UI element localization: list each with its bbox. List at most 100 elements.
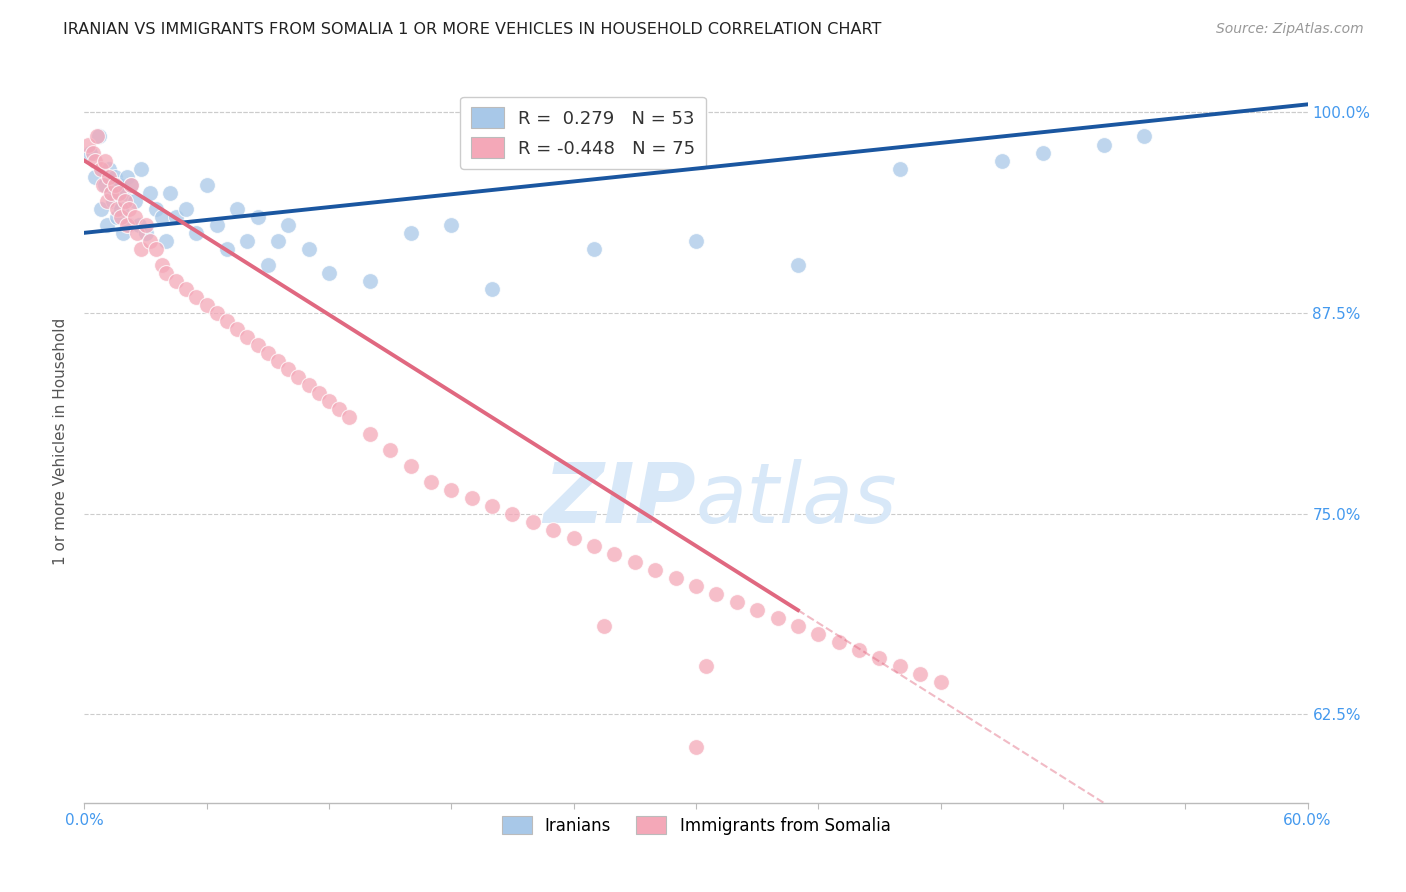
Point — [135, 226, 157, 240]
Point — [318, 266, 340, 280]
Point — [991, 153, 1014, 168]
Point — [440, 218, 463, 232]
Point — [380, 442, 402, 457]
Point — [685, 579, 707, 593]
Point — [440, 483, 463, 497]
Point — [502, 507, 524, 521]
Point — [481, 499, 503, 513]
Point — [128, 218, 150, 232]
Point — [104, 178, 127, 192]
Point — [277, 362, 299, 376]
Point — [100, 186, 122, 200]
Point — [93, 178, 115, 192]
Point — [1032, 145, 1054, 160]
Point — [399, 458, 422, 473]
Point — [399, 226, 422, 240]
Point — [246, 210, 269, 224]
Point — [90, 161, 112, 176]
Point — [93, 153, 115, 168]
Point — [226, 202, 249, 216]
Y-axis label: 1 or more Vehicles in Household: 1 or more Vehicles in Household — [53, 318, 69, 566]
Text: atlas: atlas — [696, 458, 897, 540]
Point — [725, 595, 748, 609]
Point — [108, 178, 131, 192]
Point — [267, 234, 290, 248]
Point — [120, 178, 142, 192]
Point — [83, 169, 105, 184]
Point — [105, 202, 128, 216]
Point — [195, 298, 218, 312]
Point — [257, 346, 280, 360]
Point — [287, 370, 309, 384]
Point — [236, 234, 259, 248]
Point — [145, 202, 167, 216]
Point — [807, 627, 830, 641]
Point — [562, 531, 585, 545]
Point — [328, 402, 350, 417]
Point — [828, 635, 851, 649]
Point — [267, 354, 290, 368]
Point — [118, 218, 141, 232]
Point — [165, 274, 187, 288]
Point — [82, 145, 104, 160]
Point — [115, 169, 138, 184]
Point — [339, 410, 361, 425]
Point — [131, 242, 153, 256]
Point — [150, 258, 173, 272]
Point — [86, 129, 108, 144]
Point — [114, 186, 136, 200]
Point — [135, 218, 157, 232]
Point — [766, 611, 789, 625]
Point — [97, 161, 120, 176]
Point — [217, 242, 239, 256]
Point — [87, 129, 110, 144]
Text: ZIP: ZIP — [543, 458, 696, 540]
Point — [420, 475, 443, 489]
Point — [277, 218, 299, 232]
Point — [522, 515, 544, 529]
Point — [112, 226, 135, 240]
Point — [359, 426, 381, 441]
Point — [246, 338, 269, 352]
Point — [77, 137, 100, 152]
Point — [124, 194, 146, 208]
Point — [114, 194, 136, 208]
Point — [318, 394, 340, 409]
Point — [174, 282, 197, 296]
Point — [186, 290, 208, 304]
Point — [96, 194, 118, 208]
Point — [644, 563, 666, 577]
Point — [155, 234, 177, 248]
Point — [127, 226, 149, 240]
Text: IRANIAN VS IMMIGRANTS FROM SOMALIA 1 OR MORE VEHICLES IN HOUSEHOLD CORRELATION C: IRANIAN VS IMMIGRANTS FROM SOMALIA 1 OR … — [63, 22, 882, 37]
Point — [624, 555, 647, 569]
Point — [593, 619, 616, 633]
Point — [889, 659, 911, 673]
Point — [195, 178, 218, 192]
Point — [747, 603, 769, 617]
Point — [91, 178, 114, 192]
Point — [115, 218, 138, 232]
Point — [90, 202, 112, 216]
Point — [104, 169, 127, 184]
Point — [298, 242, 321, 256]
Point — [583, 539, 606, 553]
Point — [1092, 137, 1115, 152]
Point — [120, 178, 142, 192]
Point — [150, 210, 173, 224]
Point — [186, 226, 208, 240]
Legend: Iranians, Immigrants from Somalia: Iranians, Immigrants from Somalia — [495, 809, 897, 841]
Point — [97, 169, 120, 184]
Point — [138, 186, 160, 200]
Point — [481, 282, 503, 296]
Point — [889, 161, 911, 176]
Point — [155, 266, 177, 280]
Point — [226, 322, 249, 336]
Point — [685, 234, 707, 248]
Point — [174, 202, 197, 216]
Point — [665, 571, 688, 585]
Point — [461, 491, 484, 505]
Point — [159, 186, 181, 200]
Point — [105, 210, 128, 224]
Point — [138, 234, 160, 248]
